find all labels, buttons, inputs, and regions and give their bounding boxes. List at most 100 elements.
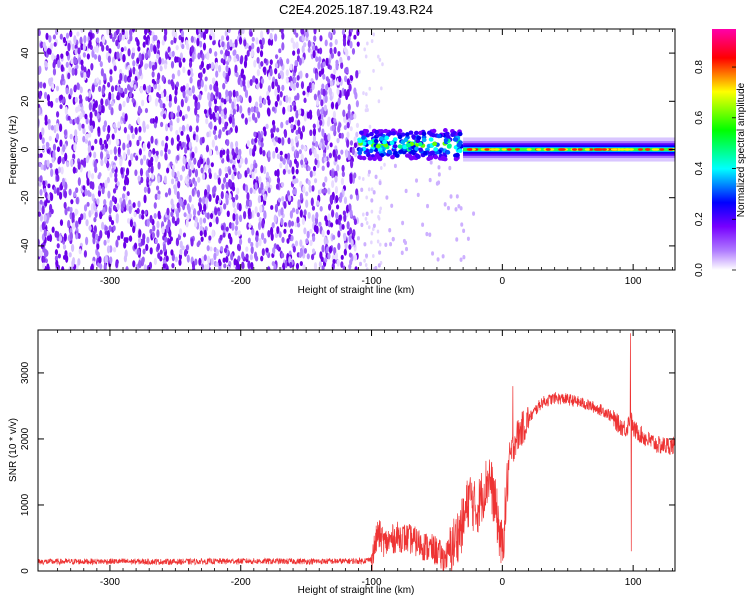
spectrogram-cell: [261, 37, 265, 46]
spectrogram-cell: [38, 91, 42, 100]
spectrogram-cell: [322, 88, 326, 97]
spectrogram-cell: [208, 235, 212, 241]
spectrogram-cell: [49, 162, 53, 169]
spectrogram-cell: [69, 133, 73, 140]
spectrogram-cell: [341, 171, 345, 178]
spectrogram-cell: [153, 84, 157, 90]
spectrogram-cell: [116, 94, 120, 101]
spectrogram-cell: [164, 192, 169, 198]
spectrogram-cell: [223, 203, 227, 210]
spectrogram-cell: [350, 75, 354, 82]
spectrogram-cell: [75, 220, 79, 229]
spectrogram-cell: [348, 244, 352, 250]
spectrogram-cell: [250, 245, 254, 255]
spectrogram-cell: [308, 109, 313, 117]
spectrogram-cell: [62, 254, 67, 260]
spectrogram-cell: [214, 62, 219, 71]
spectrogram-cell: [103, 239, 107, 246]
spectrogram-cell: [209, 84, 213, 91]
spectrogram-cell: [183, 212, 187, 218]
spectrogram-cell: [190, 45, 195, 54]
spectrogram-cell: [238, 214, 243, 223]
spectrogram-cell: [337, 97, 341, 106]
spectrogram-cell: [236, 154, 240, 160]
spectrogram-cell: [90, 145, 95, 151]
spectrogram-cell: [341, 223, 345, 230]
spectrogram-cell: [225, 197, 229, 206]
spectrogram-cell: [188, 141, 192, 149]
spectrogram-cell: [245, 199, 250, 207]
spectrogram-cell: [106, 176, 110, 184]
spectrogram-cell: [448, 165, 452, 171]
spectrogram-cell: [329, 142, 333, 148]
spectrogram-cell: [283, 222, 287, 227]
spectrogram-cell: [75, 197, 79, 205]
spectrogram-cell: [278, 231, 282, 238]
spectrogram-cell: [305, 72, 309, 79]
spectrogram-ytick-label: 0: [20, 146, 31, 152]
spectrogram-cell: [400, 250, 404, 256]
spectrogram-cell: [123, 126, 127, 134]
spectrogram-cell: [406, 143, 411, 148]
spectrogram-cell: [164, 142, 168, 151]
spectrogram-cell: [89, 118, 93, 127]
spectrogram-cell: [197, 210, 201, 216]
spectrogram-cell: [398, 149, 404, 154]
spectrogram-cell: [190, 71, 194, 78]
spectrogram-cell: [443, 202, 447, 207]
spectrogram-cell: [279, 150, 283, 156]
spectrogram-cell: [265, 123, 269, 130]
spectrogram-cell: [381, 62, 384, 67]
spectrogram-cell: [39, 152, 43, 158]
spectrogram-cell: [322, 61, 326, 67]
spectrogram-cell: [61, 266, 65, 270]
spectrogram-cell: [260, 165, 264, 174]
spectrogram-cell: [217, 64, 222, 73]
spectrogram-cell: [340, 177, 345, 186]
spectrogram-cell: [243, 39, 247, 47]
spectrogram-cell: [214, 207, 218, 216]
spectrogram-cell: [318, 260, 322, 268]
spectrogram-cell: [269, 68, 273, 77]
spectrogram-cell: [151, 173, 155, 180]
snr-ytick-label: 3000: [20, 361, 31, 384]
spectrogram-cell: [160, 91, 164, 99]
spectrogram-cell: [198, 29, 202, 35]
spectrogram-cell: [262, 126, 266, 132]
spectrogram-cell: [148, 180, 152, 186]
spectrogram-cell: [182, 66, 186, 74]
spectrogram-cell: [455, 237, 459, 242]
spectrogram-cell: [282, 157, 286, 165]
spectrogram-cell: [344, 242, 348, 250]
spectrogram-cell: [117, 121, 121, 129]
spectrogram-cell: [63, 232, 67, 242]
spectrogram-cell: [301, 35, 305, 42]
spectrogram-cell: [310, 254, 315, 261]
spectrogram-cell: [71, 259, 75, 268]
spectrogram-cell: [322, 182, 326, 188]
spectrogram-cell: [295, 208, 299, 215]
spectrogram-cell: [162, 103, 166, 109]
spectrogram-cell: [203, 203, 207, 212]
spectrogram-cell: [366, 41, 369, 46]
spectrogram-cell: [80, 43, 84, 51]
spectrogram-cell: [318, 221, 322, 227]
spectrogram-cell: [154, 138, 158, 146]
spectrogram-cell: [136, 39, 140, 47]
spectrogram-cell: [46, 47, 51, 55]
spectrogram-cell: [347, 109, 351, 119]
spectrogram-cell: [276, 226, 280, 235]
spectrogram-cell: [136, 248, 140, 256]
spectrogram-cell: [401, 220, 405, 226]
spectrogram-cell: [251, 227, 255, 236]
spectrogram-cell: [168, 51, 173, 58]
spectrogram-cell: [55, 168, 59, 176]
spectrogram-cell: [154, 238, 158, 245]
spectrogram-cell: [165, 255, 169, 262]
spectrogram-cell: [259, 204, 263, 213]
spectrogram-cell: [42, 180, 46, 186]
spectrogram-cell: [77, 258, 81, 266]
spectrogram-cell: [146, 218, 150, 227]
spectrogram-cell: [303, 209, 307, 216]
snr-ytick-label: 1000: [20, 493, 31, 516]
